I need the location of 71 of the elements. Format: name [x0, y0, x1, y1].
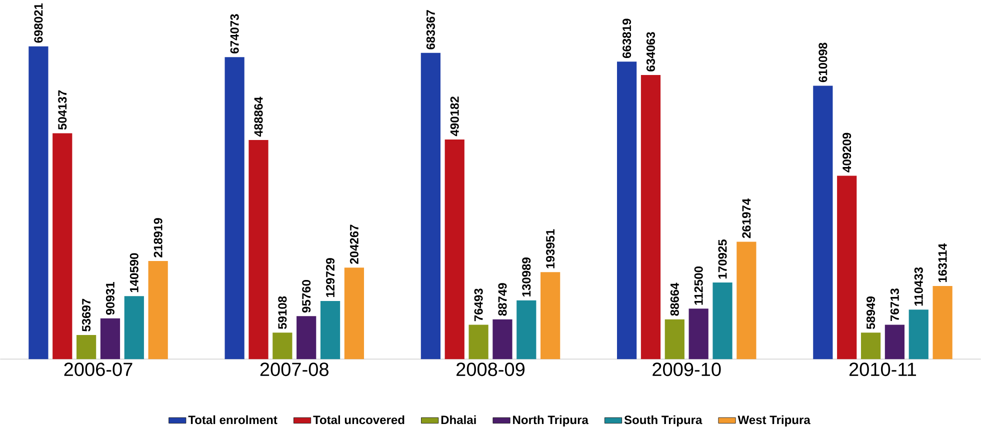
x-tick-label: 2010-11	[849, 362, 916, 376]
legend-label: North Tripura	[513, 416, 588, 427]
data-label: 204267	[350, 224, 358, 264]
data-label: 634063	[646, 32, 656, 72]
data-label: 193951	[546, 229, 555, 268]
data-label: 112500	[694, 266, 703, 305]
bar	[712, 282, 732, 360]
legend-label: West Tripura	[738, 416, 810, 427]
data-label: 130989	[522, 258, 531, 297]
bar	[516, 300, 536, 360]
data-label: 58949	[866, 296, 876, 330]
data-label: 674073	[230, 14, 239, 54]
data-label: 76493	[474, 288, 483, 322]
bar	[736, 242, 756, 360]
bar	[908, 310, 928, 360]
x-tick-label: 2006-07	[64, 362, 132, 376]
data-label: 409209	[842, 133, 852, 173]
bar	[468, 325, 488, 360]
data-label: 129729	[326, 258, 335, 298]
bar	[837, 176, 857, 360]
data-label: 698021	[34, 4, 43, 43]
x-tick-label: 2007-08	[260, 362, 328, 376]
data-label: 110433	[914, 268, 923, 306]
bar	[248, 140, 268, 360]
bar	[860, 332, 881, 360]
data-label: 261974	[742, 198, 751, 238]
data-label: 76713	[890, 288, 899, 322]
legend-label: South Tripura	[624, 416, 702, 427]
bar	[100, 318, 120, 360]
bar	[540, 272, 560, 360]
bar	[813, 86, 833, 360]
data-label: 504137	[58, 90, 67, 130]
bar	[124, 296, 144, 360]
bar	[617, 62, 637, 360]
data-label: 90931	[106, 282, 114, 315]
x-tick-label: 2009-10	[652, 362, 721, 376]
data-label: 88749	[498, 283, 507, 316]
bar	[664, 320, 684, 360]
x-tick-label: 2008-09	[456, 362, 525, 376]
bar	[932, 286, 952, 360]
data-label: 490182	[450, 96, 459, 136]
bar	[320, 301, 340, 360]
bar	[76, 335, 96, 360]
bar	[272, 332, 292, 360]
bar	[688, 308, 708, 360]
bar	[884, 324, 905, 360]
data-label: 59108	[278, 296, 287, 330]
data-label: 140590	[130, 253, 138, 292]
legend-label: Total uncovered	[313, 416, 404, 424]
data-label: 163114	[938, 244, 947, 282]
data-label: 488864	[254, 97, 263, 137]
bar	[492, 320, 512, 360]
bar	[640, 75, 661, 360]
bar	[224, 57, 244, 360]
bar	[344, 268, 364, 360]
data-label: 663819	[622, 19, 632, 58]
bar	[420, 53, 440, 360]
data-label: 218919	[154, 218, 162, 258]
bar	[148, 261, 168, 360]
data-label: 53697	[82, 299, 91, 332]
legend-label: Total enrolment	[188, 416, 278, 424]
bar	[444, 140, 464, 360]
legend-label: Dhalai	[441, 416, 476, 424]
bar	[52, 133, 72, 360]
data-label: 683367	[426, 10, 435, 50]
data-label: 95760	[302, 280, 311, 313]
data-label: 610098	[818, 43, 828, 82]
bar	[296, 316, 316, 360]
bar	[28, 46, 48, 360]
data-label: 88664	[670, 283, 679, 316]
data-label: 170925	[718, 240, 727, 279]
